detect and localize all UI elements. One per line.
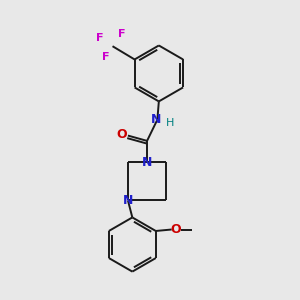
- Text: F: F: [102, 52, 110, 61]
- Text: N: N: [123, 194, 133, 207]
- Text: O: O: [170, 223, 181, 236]
- Text: O: O: [117, 128, 127, 141]
- Text: H: H: [166, 118, 174, 128]
- Text: N: N: [142, 156, 152, 169]
- Text: F: F: [96, 33, 104, 43]
- Text: F: F: [118, 29, 126, 39]
- Text: N: N: [151, 113, 161, 126]
